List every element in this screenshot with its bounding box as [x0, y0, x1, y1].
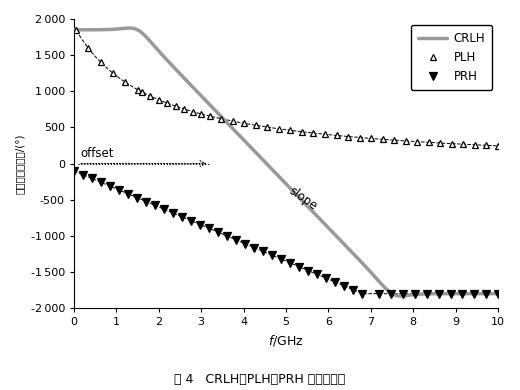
PLH — [135, 87, 141, 92]
PRH — [143, 199, 149, 204]
PRH — [359, 291, 366, 296]
Line: PLH: PLH — [73, 27, 501, 149]
CRLH — [397, 294, 404, 298]
PLH — [139, 90, 145, 94]
Y-axis label: 解卷绕相位响应/(°): 解卷绕相位响应/(°) — [15, 133, 25, 194]
PRH — [323, 276, 329, 281]
PRH — [170, 211, 176, 215]
PLH — [230, 119, 236, 124]
CRLH — [277, 176, 283, 180]
PLH — [155, 98, 162, 102]
PLH — [98, 60, 104, 64]
PRH — [251, 245, 257, 250]
PLH — [484, 143, 490, 148]
PLH — [276, 126, 282, 131]
Legend: CRLH, PLH, PRH: CRLH, PLH, PRH — [411, 25, 492, 90]
PLH — [368, 136, 374, 141]
Text: offset: offset — [80, 147, 114, 160]
CRLH — [483, 291, 489, 296]
PLH — [253, 123, 259, 128]
PRH — [89, 176, 95, 181]
CRLH — [126, 26, 133, 30]
PRH — [98, 180, 104, 184]
PLH — [122, 80, 128, 85]
PRH — [314, 272, 320, 277]
X-axis label: $f$/GHz: $f$/GHz — [268, 333, 304, 348]
CRLH — [405, 293, 411, 298]
PRH — [179, 215, 185, 219]
PLH — [287, 128, 293, 133]
PRH — [224, 234, 230, 238]
PRH — [260, 249, 266, 254]
PLH — [206, 114, 213, 119]
PRH — [152, 203, 158, 208]
PLH — [333, 133, 340, 138]
PRH — [134, 195, 140, 200]
Text: slope: slope — [286, 184, 319, 213]
PRH — [269, 253, 275, 258]
PRH — [215, 230, 221, 234]
PLH — [449, 141, 455, 146]
PLH — [345, 134, 351, 139]
PRH — [197, 222, 203, 227]
PLH — [218, 116, 224, 121]
Line: PRH: PRH — [70, 167, 366, 298]
PLH — [264, 125, 270, 129]
PRH — [341, 284, 347, 288]
PRH — [188, 218, 194, 223]
PRH — [161, 207, 167, 211]
PLH — [241, 121, 248, 126]
PRH — [125, 191, 131, 196]
Text: 图 4   CRLH、PLH、PRH 的相位响应: 图 4 CRLH、PLH、PRH 的相位响应 — [174, 373, 346, 386]
PRH — [296, 264, 302, 269]
PLH — [391, 138, 397, 142]
PRH — [71, 168, 77, 173]
CRLH — [495, 291, 501, 296]
PLH — [147, 94, 153, 98]
PLH — [164, 101, 171, 106]
PLH — [310, 131, 317, 135]
PLH — [460, 142, 466, 147]
PLH — [414, 139, 420, 144]
PLH — [173, 104, 179, 108]
PRH — [206, 226, 212, 231]
CRLH — [483, 291, 489, 296]
PLH — [181, 106, 187, 111]
PRH — [107, 184, 113, 188]
PLH — [85, 46, 92, 51]
PLH — [299, 129, 305, 134]
CRLH — [93, 27, 99, 32]
PLH — [190, 109, 196, 114]
PLH — [198, 112, 204, 116]
PLH — [437, 141, 444, 145]
PRH — [305, 268, 311, 273]
PRH — [287, 261, 293, 265]
PLH — [73, 28, 79, 32]
PLH — [357, 135, 363, 140]
CRLH — [266, 164, 272, 168]
PLH — [402, 138, 409, 143]
Line: CRLH: CRLH — [74, 28, 498, 296]
PLH — [110, 71, 116, 76]
PRH — [233, 238, 239, 242]
PRH — [242, 241, 248, 246]
PRH — [116, 188, 122, 192]
PLH — [426, 140, 432, 145]
CRLH — [71, 28, 77, 32]
PLH — [380, 137, 386, 142]
PLH — [495, 144, 501, 148]
PLH — [472, 142, 478, 147]
PRH — [350, 287, 356, 292]
PRH — [278, 257, 284, 261]
PLH — [322, 132, 328, 136]
PRH — [332, 280, 339, 284]
PRH — [80, 172, 86, 177]
